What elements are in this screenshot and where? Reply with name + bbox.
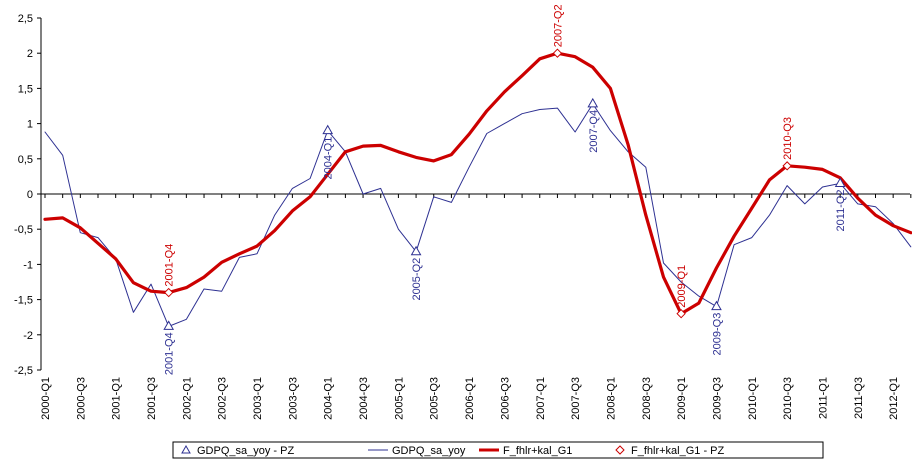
x-tick-label: 2003-Q1 [252, 377, 264, 420]
x-tick-label: 2008-Q1 [605, 377, 617, 420]
annotation-label: 2009-Q1 [676, 265, 688, 308]
annotation-label: 2001-Q4 [164, 332, 176, 375]
y-tick-label: -2 [23, 330, 33, 342]
y-tick-label: -2,5 [14, 365, 33, 377]
annotation-label: 2007-Q2 [552, 4, 564, 47]
series-line-gdpq-sa-yoy [44, 103, 912, 327]
annotation-label: 2009-Q3 [711, 313, 723, 356]
x-tick-label: 2007-Q3 [570, 377, 582, 420]
legend: GDPQ_sa_yoy - PZ GDPQ_sa_yoy F_fhlr+kal_G1… [172, 441, 824, 459]
y-tick-label: 0 [27, 189, 33, 201]
y-tick-label: -1,5 [14, 295, 33, 307]
x-tick-label: 2000-Q3 [75, 377, 87, 420]
legend-triangle-icon [181, 444, 191, 454]
x-tick-label: 2004-Q3 [358, 377, 370, 420]
legend-label: F_fhlr+kal_G1 [503, 445, 572, 457]
x-tick-label: 2010-Q3 [782, 377, 794, 420]
x-tick-label: 2003-Q3 [287, 377, 299, 420]
annotations: 2001-Q4 2001-Q4 2004-Q1 2005-Q2 2007-Q2 2007-… [164, 4, 847, 375]
x-tick-label: 2001-Q3 [146, 377, 158, 420]
x-tick-label: 2007-Q1 [535, 377, 547, 420]
y-tick-label: 2,5 [18, 13, 33, 25]
diamond-marker [163, 287, 174, 298]
triangle-marker [322, 124, 334, 135]
annotation-label: 2007-Q4 [588, 110, 600, 153]
annotation-label: 2010-Q3 [782, 117, 794, 160]
triangle-marker [163, 320, 175, 330]
y-tick-label: -1 [23, 259, 33, 271]
triangle-marker [711, 300, 722, 311]
x-tick-label: 2000-Q1 [40, 377, 52, 420]
x-tick-label: 2009-Q3 [711, 377, 723, 420]
x-tick-label: 2008-Q3 [641, 377, 653, 420]
y-tick-label: 0,5 [18, 154, 33, 166]
x-ticks: 2000-Q1 2000-Q3 2001-Q1 2001-Q3 2002-Q1 2002-… [40, 194, 912, 420]
x-tick-label: 2009-Q1 [676, 377, 688, 420]
x-tick-label: 2005-Q1 [393, 377, 405, 420]
x-tick-label: 2011-Q1 [817, 377, 829, 419]
series-line-f-fhlr-kal-g1 [43, 51, 912, 316]
x-tick-label: 2002-Q1 [181, 377, 193, 420]
x-tick-label: 2005-Q3 [429, 377, 441, 420]
x-tick-label: 2004-Q1 [323, 377, 335, 420]
annotation-label: 2004-Q1 [323, 137, 335, 180]
diamond-marker [676, 308, 686, 319]
x-tick-label: 2012-Q1 [888, 377, 900, 420]
legend-label: GDPQ_sa_yoy [392, 445, 466, 457]
y-tick-label: 1 [27, 119, 33, 131]
x-tick-label: 2002-Q3 [217, 377, 229, 420]
legend-label: GDPQ_sa_yoy - PZ [197, 445, 294, 457]
annotation-label: 2005-Q2 [411, 258, 423, 301]
x-tick-label: 2006-Q1 [464, 377, 476, 420]
markers-layer [163, 48, 846, 330]
x-tick-label: 2010-Q1 [747, 377, 759, 420]
triangle-marker [587, 97, 599, 108]
x-tick-label: 2001-Q1 [111, 377, 123, 420]
legend-label: F_fhlr+kal_G1 - PZ [631, 445, 725, 457]
y-tick-label: 1,5 [18, 83, 33, 95]
y-tick-label: -0,5 [14, 224, 33, 236]
y-ticks: -2,5 -2 -1,5 -1 -0,5 0 0,5 1 1,5 2 2,5 [14, 13, 41, 377]
x-tick-label: 2006-Q3 [499, 377, 511, 420]
diamond-marker [552, 48, 563, 58]
y-tick-label: 2 [27, 48, 33, 60]
diamond-marker [782, 161, 792, 171]
triangle-marker [410, 245, 422, 256]
x-tick-label: 2011-Q3 [853, 377, 865, 419]
legend-diamond-icon [615, 445, 625, 455]
annotation-label: 2011-Q2 [835, 189, 847, 231]
annotation-label: 2001-Q4 [164, 244, 176, 287]
triangle-marker [834, 177, 846, 187]
series-layer [43, 51, 912, 327]
